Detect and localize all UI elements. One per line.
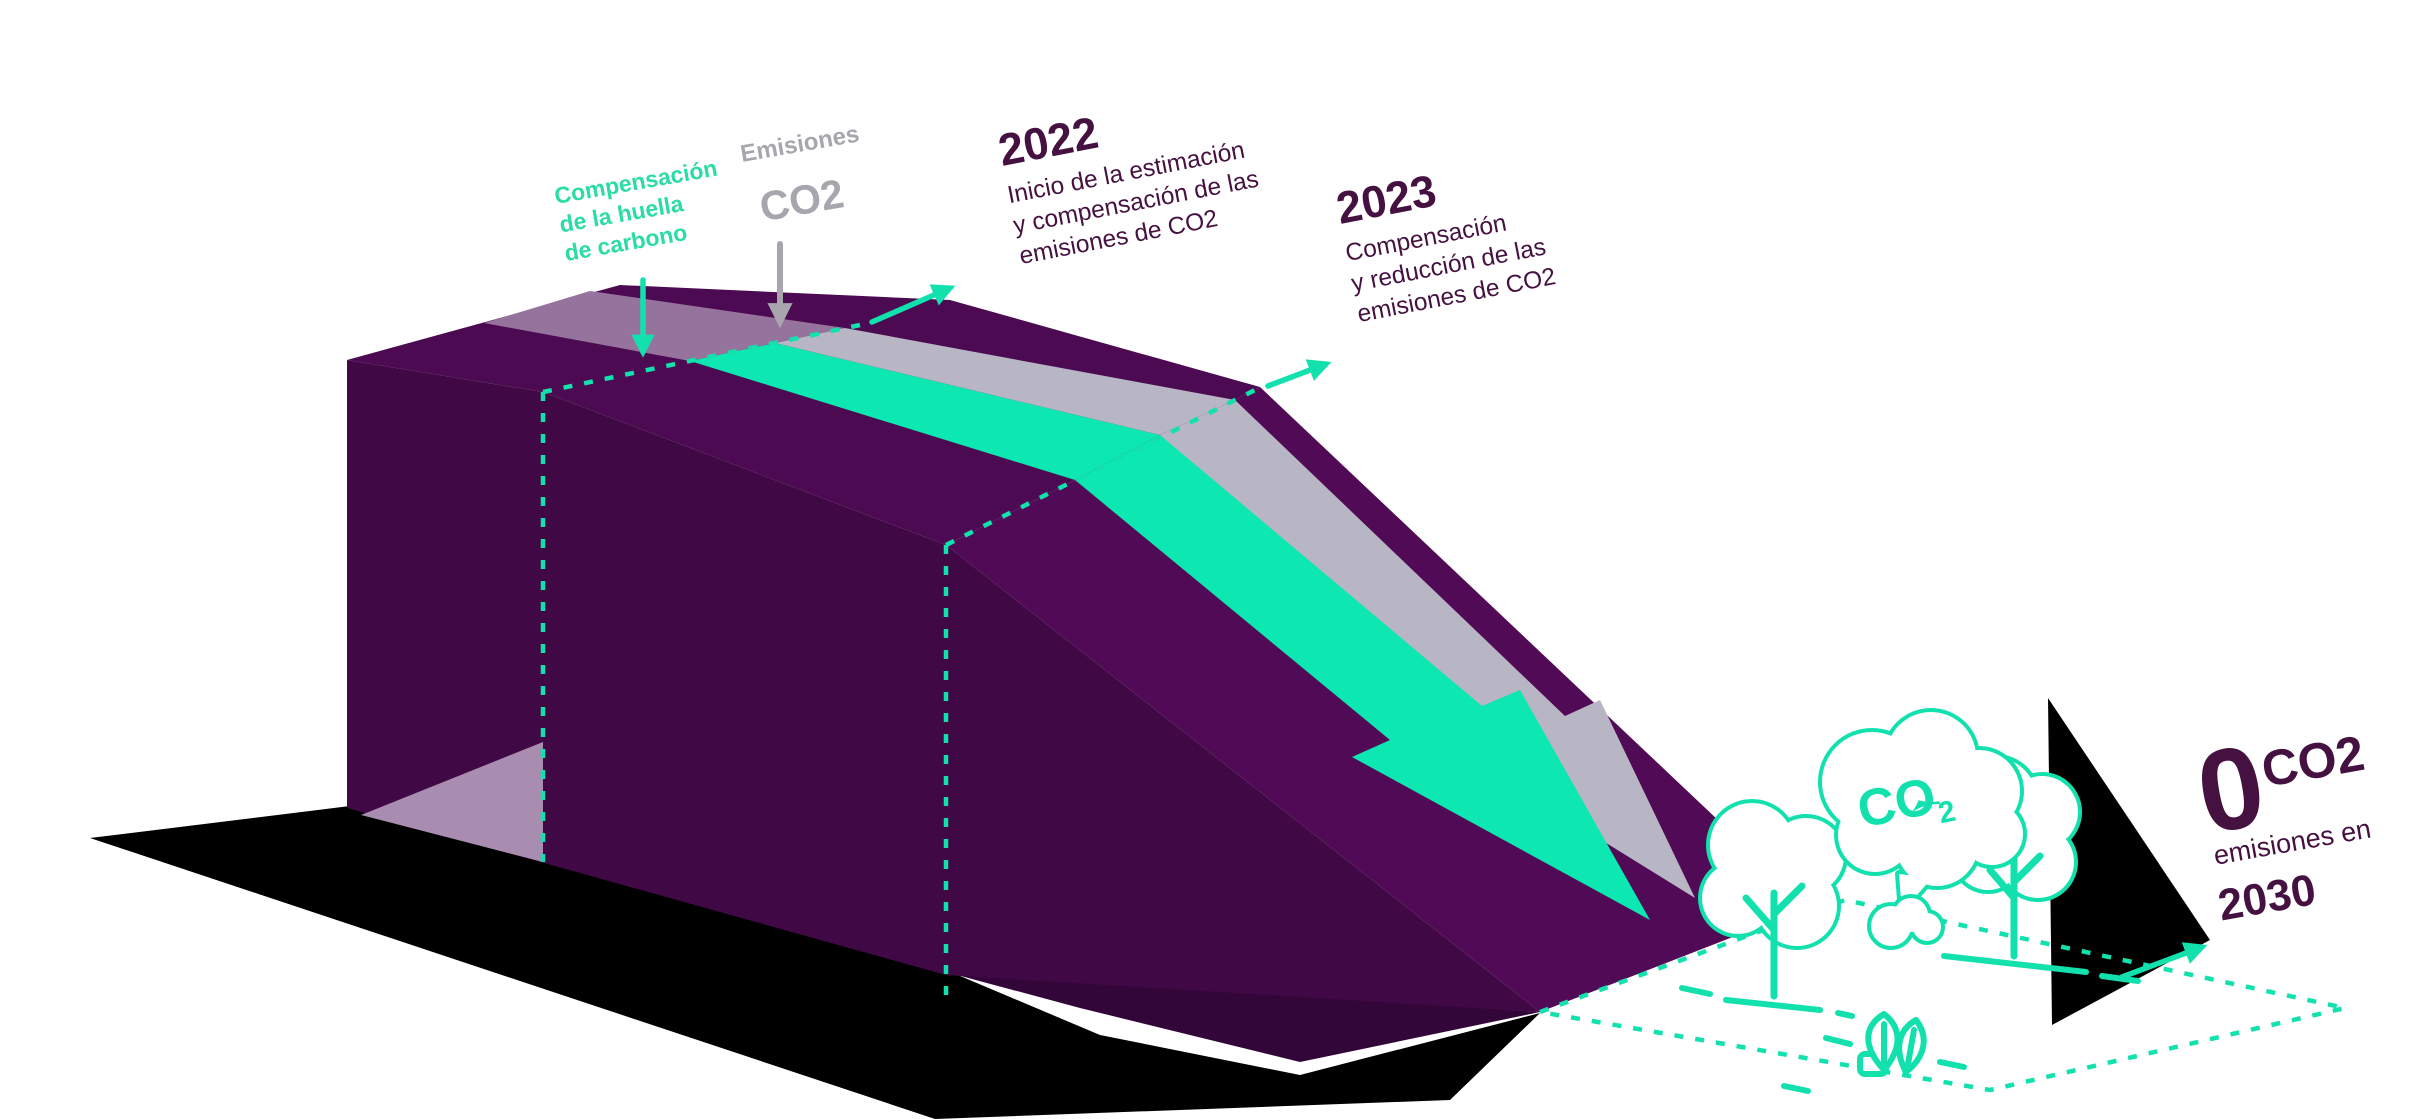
compensation-arrow-band — [1075, 435, 1650, 920]
ground-shadow-left — [90, 806, 1540, 1119]
label-2022: 2022 Inicio de la estimación y compensac… — [994, 107, 1261, 270]
label-zero-2030: 0CO2 emisiones en 2030 — [2188, 701, 2377, 930]
label-2023: 2023 Compensación y reducción de las emi… — [1332, 165, 1558, 328]
left-tree-icon — [1679, 803, 1855, 1019]
emissions-band-top — [775, 328, 1235, 435]
emisiones-co2: CO2 — [756, 170, 847, 230]
co2-cloud-icon: CO2 — [1822, 712, 2023, 912]
year-2022: 2022 — [994, 107, 1102, 176]
target-2030-arrow-icon — [2119, 942, 2208, 980]
ramp-corner-highlight — [361, 742, 543, 862]
year-2023-arrow-icon — [1265, 359, 1332, 389]
zero-co2: 0CO2 — [2188, 701, 2377, 858]
zero-year: 2030 — [2215, 865, 2320, 930]
label-compensacion: Compensación de la huella de carbono — [552, 155, 719, 266]
ground-shadow-right — [2048, 698, 2210, 1025]
emisiones-line: Emisiones — [738, 120, 861, 167]
section-line-2023-diagonal — [944, 387, 1257, 548]
bush-icon — [1781, 1011, 1967, 1094]
year-2023: 2023 — [1332, 165, 1440, 234]
cloud-co2-label: CO2 — [1852, 763, 1958, 846]
ramp-underside-shadow — [946, 972, 1540, 1062]
small-cloud-icon — [1871, 898, 1941, 946]
compensation-band-top — [690, 343, 1160, 480]
ramp-top-face — [347, 285, 1260, 545]
right-tree-icon — [1941, 758, 2141, 984]
label-emisiones: Emisiones CO2 — [738, 120, 861, 230]
ramp-front-face — [347, 360, 1540, 1012]
muted-emissions-band — [484, 291, 845, 361]
year-2022-arrow-icon — [869, 284, 956, 325]
